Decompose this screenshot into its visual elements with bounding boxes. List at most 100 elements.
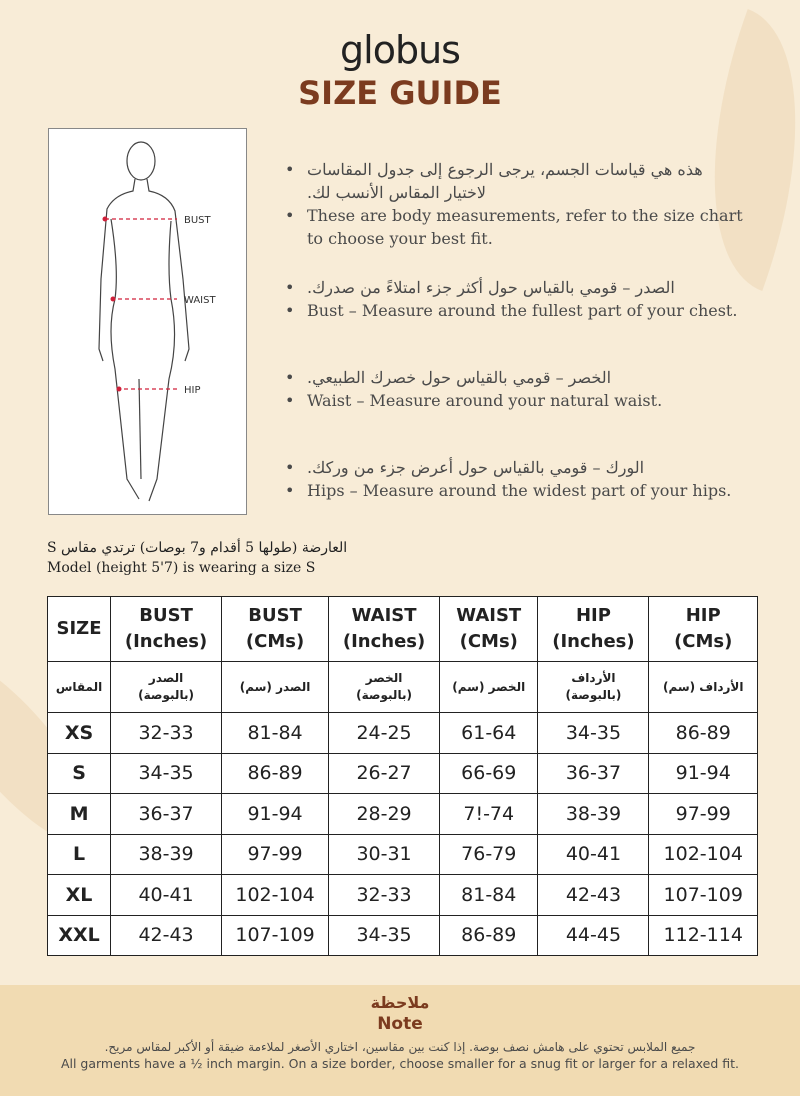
header-text: (Inches) [552,631,635,652]
size-cell: S [46,752,112,794]
measurement-cell: 97-99 [648,793,758,835]
header-text: المقاس [55,679,103,694]
measurement-cell: 107-109 [648,874,758,916]
measurement-cell: 61-64 [439,712,539,754]
body-measurement-figure: BUST WAIST HIP [48,128,247,515]
note-text: All garments have a ½ inch margin. On a … [60,1056,740,1071]
model-info: العارضة (طولها 5 أقدام و7 بوصات) ترتدي م… [47,538,347,578]
header-text: BUST [139,605,193,626]
table-row: XL 40-41 102-104 32-33 81-84 42-43 107-109 [46,874,758,916]
size-cell: M [46,793,112,835]
table-row: S 34-35 86-89 26-27 66-69 36-37 91-94 [46,752,758,794]
table-row: L 38-39 97-99 30-31 76-79 40-41 102-104 [46,833,758,875]
header-text: الخصر (سم) [452,679,526,694]
size-chart-table: SIZE BUST (Inches) BUST (CMs) WAIST (Inches) WA… [46,596,758,956]
header-cell: SIZE [46,596,112,662]
header-text: (Inches) [342,631,426,652]
header-text: الصدر (سم) [239,679,311,694]
waist-label: WAIST [184,295,216,306]
header-text: (CMs) [674,631,733,652]
measurement-cell: 86-89 [221,752,330,794]
measurement-cell: 86-89 [648,712,758,754]
size-cell: XS [46,712,112,754]
measurement-cell: 38-39 [537,793,650,835]
note-title: Note [377,1014,423,1034]
note-text-ar: جميع الملابس تحتوي على هامش نصف بوصة. إذ… [104,1040,696,1054]
measurement-cell: 40-41 [537,833,650,875]
instruction-ar: هذه هي قياسات الجسم، يرجى الرجوع إلى جدو… [307,160,703,202]
header-text: الأرداف [571,671,616,685]
header-text: الأرداف (سم) [662,679,744,694]
header-cell: WAIST (Inches) [328,596,441,662]
brand-logo: globus [340,28,461,72]
size-cell: XL [46,874,112,916]
header-text: HIP [685,605,721,626]
header-cell: HIP (Inches) [537,596,650,662]
instruction-waist: • الخصر – قومي بالقياس حول خصرك الطبيعي. … [285,368,663,410]
measurement-cell: 107-109 [221,914,330,956]
header-text: (CMs) [245,631,305,652]
page-title: SIZE GUIDE [298,74,502,112]
measurement-cell: 66-69 [439,752,539,794]
bust-label: BUST [184,215,212,226]
table-row: XS 32-33 81-84 24-25 61-64 34-35 86-89 [46,712,758,754]
header-row-ar: المقاس الصدر (بالبوصة) الصدر (سم) الخصر (بالب… [46,661,758,713]
measurement-cell: 34-35 [110,752,223,794]
instruction-ar: الورك – قومي بالقياس حول أعرض جزء من ورك… [307,458,645,477]
measurement-cell: 44-45 [537,914,650,956]
instruction-en: Bust – Measure around the fullest part o… [307,301,738,320]
header-text: (بالبوصة) [565,688,622,702]
instruction-ar: الخصر – قومي بالقياس حول خصرك الطبيعي. [307,368,612,387]
measurement-instructions: • هذه هي قياسات الجسم، يرجى الرجوع إلى جد… [285,158,745,528]
header-text: SIZE [56,618,102,639]
header-cell: الصدر (سم) [221,661,330,713]
measurement-cell: 32-33 [328,874,441,916]
measurement-cell: 34-35 [328,914,441,956]
instruction-en: These are body measurements, refer to th… [307,206,743,248]
note-title-ar: ملاحظة [370,993,430,1012]
instruction-en: Hips – Measure around the widest part of… [307,481,732,500]
header-text: WAIST [456,605,522,626]
measurement-cell: 91-94 [648,752,758,794]
header-text: الخصر [365,671,403,685]
size-cell: L [46,833,112,875]
header-text: HIP [575,605,611,626]
header-cell: BUST (CMs) [221,596,330,662]
header-row: SIZE BUST (Inches) BUST (CMs) WAIST (Inches) WA… [46,596,758,662]
measurement-cell: 34-35 [537,712,650,754]
table-row: M 36-37 91-94 28-29 7!-74 38-39 97-99 [46,793,758,835]
measurement-cell: 97-99 [221,833,330,875]
header-cell: الخصر (بالبوصة) [328,661,441,713]
measurement-cell: 76-79 [439,833,539,875]
measurement-cell: 36-37 [110,793,223,835]
model-info-en: Model (height 5'7) is wearing a size S [47,560,316,576]
measurement-cell: 38-39 [110,833,223,875]
measurement-cell: 42-43 [537,874,650,916]
measurement-cell: 26-27 [328,752,441,794]
header-text: (بالبوصة) [138,688,194,702]
header-text: (بالبوصة) [356,688,412,702]
header-cell: HIP (CMs) [648,596,758,662]
header-text: WAIST [351,605,417,626]
header-cell: الأرداف (بالبوصة) [537,661,650,713]
header-text: BUST [248,605,302,626]
measurement-cell: 24-25 [328,712,441,754]
measurement-cell: 112-114 [648,914,758,956]
measurement-cell: 40-41 [110,874,223,916]
instruction-bust: • الصدر – قومي بالقياس حول أكثر جزء امتلا… [285,278,738,320]
measurement-cell: 32-33 [110,712,223,754]
measurement-cell: 7!-74 [439,793,539,835]
size-cell: XXL [46,914,112,956]
header-cell: WAIST (CMs) [439,596,539,662]
header-cell: الخصر (سم) [439,661,539,713]
hip-label: HIP [184,385,201,396]
header-cell: المقاس [46,661,112,713]
instruction-general: • هذه هي قياسات الجسم، يرجى الرجوع إلى جد… [285,158,745,250]
body-outline-illustration: BUST WAIST HIP [98,141,216,502]
header-text: الصدر [148,671,184,685]
measurement-cell: 102-104 [221,874,330,916]
header-text: (CMs) [459,631,518,652]
measurement-cell: 28-29 [328,793,441,835]
measurement-cell: 91-94 [221,793,330,835]
instruction-hips: • الورك – قومي بالقياس حول أعرض جزء من ور… [285,458,732,500]
